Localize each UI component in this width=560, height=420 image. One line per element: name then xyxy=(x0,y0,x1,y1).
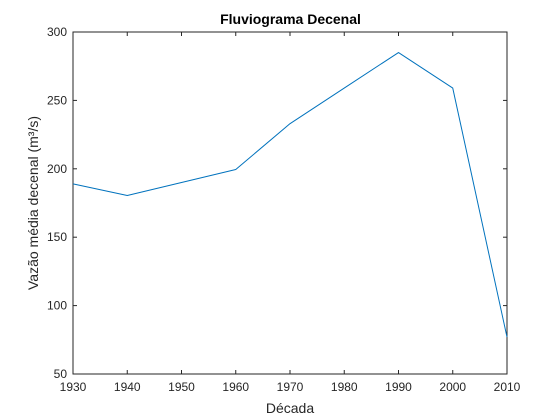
y-tick-label: 100 xyxy=(47,299,67,313)
x-tick-label: 1940 xyxy=(114,380,141,394)
chart-title: Fluviograma Decenal xyxy=(220,11,361,27)
y-axis-label: Vazão média decenal (m³/s) xyxy=(25,116,41,290)
x-tick-label: 1990 xyxy=(385,380,412,394)
x-tick-label: 1960 xyxy=(222,380,249,394)
x-tick-label: 1930 xyxy=(60,380,87,394)
series-layer xyxy=(72,52,508,338)
x-tick-label: 2010 xyxy=(494,380,521,394)
x-axis: 1930 1940 1950 1960 1970 1980 1990 2000 2010 xyxy=(60,32,521,394)
axes-box xyxy=(72,31,508,375)
y-tick-label: 300 xyxy=(47,25,67,39)
y-tick-label: 200 xyxy=(47,162,67,176)
series-line xyxy=(72,52,508,338)
x-tick-label: 1970 xyxy=(277,380,304,394)
y-tick-label: 250 xyxy=(47,93,67,107)
x-tick-label: 1950 xyxy=(168,380,195,394)
plot-area: 1930 1940 1950 1960 1970 1980 1990 2000 2010 501… xyxy=(47,25,521,394)
x-tick-label: 2000 xyxy=(439,380,466,394)
x-tick-label: 1980 xyxy=(331,380,358,394)
y-tick-label: 150 xyxy=(47,230,67,244)
y-tick-label: 50 xyxy=(54,367,68,381)
x-axis-label: Década xyxy=(266,400,314,416)
y-axis: 50 100 150 200 250 300 xyxy=(47,25,507,381)
